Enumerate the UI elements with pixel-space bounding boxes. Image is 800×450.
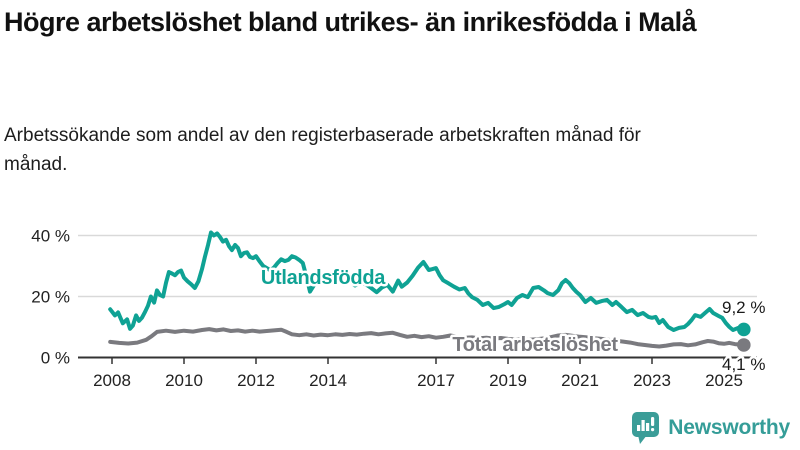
newsworthy-logo-text: Newsworthy xyxy=(668,416,790,439)
unemployment-line-chart: 0 % 20 % 40 % 2008 2010 2012 2014 2017 2019 2021 2… xyxy=(31,227,768,391)
y-axis-tick-label: 20 % xyxy=(31,288,70,307)
x-axis-tick-label: 2021 xyxy=(561,371,599,390)
x-axis-tick-label: 2025 xyxy=(705,371,743,390)
x-axis-tick-label: 2017 xyxy=(417,371,455,390)
series-end-value-label: 4,1 % xyxy=(722,355,765,374)
newsworthy-logo-icon xyxy=(632,412,660,444)
series-end-dot xyxy=(737,322,751,337)
series-end-dot xyxy=(737,338,751,352)
series-label: Utlandsfödda xyxy=(261,267,386,289)
x-axis-tick-label: 2008 xyxy=(93,371,131,390)
series-end-value-label: 9,2 % xyxy=(722,298,765,317)
page-title: Högre arbetslöshet bland utrikes- än inr… xyxy=(4,7,697,37)
series-line xyxy=(108,230,746,332)
x-axis-tick-label: 2012 xyxy=(237,371,275,390)
series-label: Total arbetslöshet xyxy=(452,334,618,356)
x-axis-tick-label: 2023 xyxy=(633,371,671,390)
series-line xyxy=(108,327,746,349)
x-axis-tick-label: 2010 xyxy=(165,371,203,390)
x-axis-tick-label: 2014 xyxy=(309,371,347,390)
chart-subtitle: Arbetssökande som andel av den registerb… xyxy=(4,125,641,175)
y-axis-tick-label: 40 % xyxy=(31,227,70,246)
x-axis-tick-label: 2019 xyxy=(489,371,527,390)
newsworthy-logo: Newsworthy xyxy=(630,411,790,445)
y-axis-tick-label: 0 % xyxy=(41,349,70,368)
